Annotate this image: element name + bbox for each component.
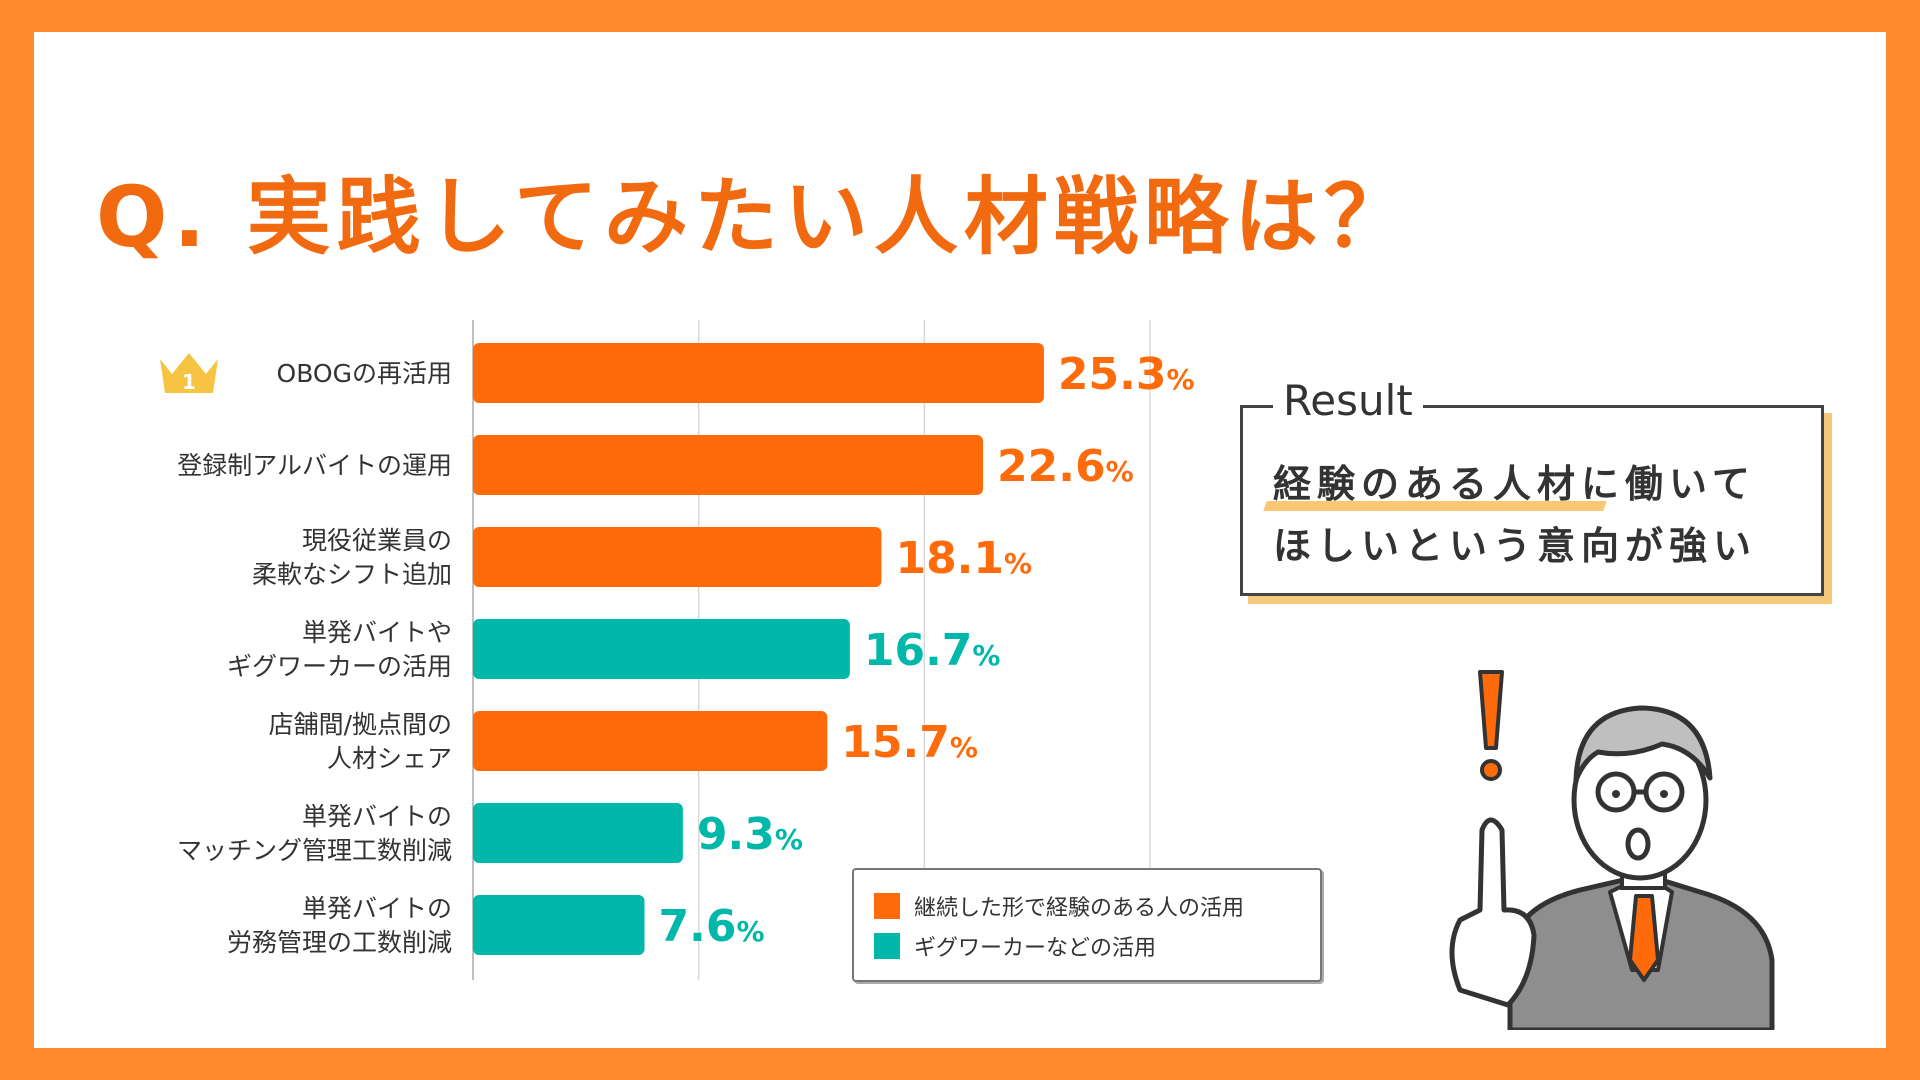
bar — [473, 343, 1044, 403]
bar — [473, 711, 828, 771]
category-label: 単発バイトの — [302, 802, 452, 831]
crown-icon: 1 — [160, 353, 218, 394]
value-label: 7.6% — [659, 901, 765, 952]
exclamation-icon — [1478, 670, 1504, 781]
rank-number: 1 — [182, 370, 196, 394]
bar — [473, 803, 683, 863]
legend-label-experienced: 継続した形で経験のある人の活用 — [914, 896, 1245, 921]
category-label: 労務管理の工数削減 — [227, 928, 452, 957]
category-label: OBOGの再活用 — [277, 359, 452, 388]
result-line-1: 経験のある人材に働いて — [1273, 462, 1756, 506]
legend: 継続した形で経験のある人の活用 ギグワーカーなどの活用 — [852, 868, 1322, 982]
category-label: 人材シェア — [327, 744, 452, 773]
result-label: Result — [1273, 376, 1423, 425]
legend-item-experienced: 継続した形で経験のある人の活用 — [874, 892, 1245, 921]
legend-label-gig: ギグワーカーなどの活用 — [914, 936, 1157, 961]
category-label: 登録制アルバイトの運用 — [177, 451, 452, 480]
bar — [473, 619, 850, 679]
value-label: 22.6% — [997, 441, 1134, 492]
category-label: マッチング管理工数削減 — [177, 836, 452, 865]
legend-item-gig: ギグワーカーなどの活用 — [874, 932, 1157, 961]
category-label: 現役従業員の — [302, 526, 452, 555]
category-label: ギグワーカーの活用 — [227, 652, 452, 681]
category-label: 柔軟なシフト追加 — [252, 560, 452, 589]
value-label: 9.3% — [697, 809, 803, 860]
value-label: 15.7% — [841, 717, 978, 768]
value-label: 25.3% — [1058, 349, 1195, 400]
category-label: 単発バイトや — [302, 618, 452, 647]
result-box: Result 経験のある人材に働いて ほしいという意向が強い — [1240, 376, 1824, 596]
bar — [473, 527, 882, 587]
businessman-illustration — [1449, 670, 1775, 1030]
category-label: 店舗間/拠点間の — [269, 710, 452, 739]
bar — [473, 435, 984, 495]
legend-swatch-orange — [874, 893, 900, 919]
legend-swatch-teal — [874, 933, 900, 959]
result-line-2: ほしいという意向が強い — [1273, 524, 1758, 568]
value-label: 18.1% — [895, 533, 1032, 584]
page-title: Q. 実践してみたい人材戦略は？ — [96, 168, 1415, 266]
bar — [473, 895, 645, 955]
value-label: 16.7% — [864, 625, 1001, 676]
category-label: 単発バイトの — [302, 894, 452, 923]
result-text: 経験のある人材に働いて ほしいという意向が強い — [1263, 453, 1758, 577]
